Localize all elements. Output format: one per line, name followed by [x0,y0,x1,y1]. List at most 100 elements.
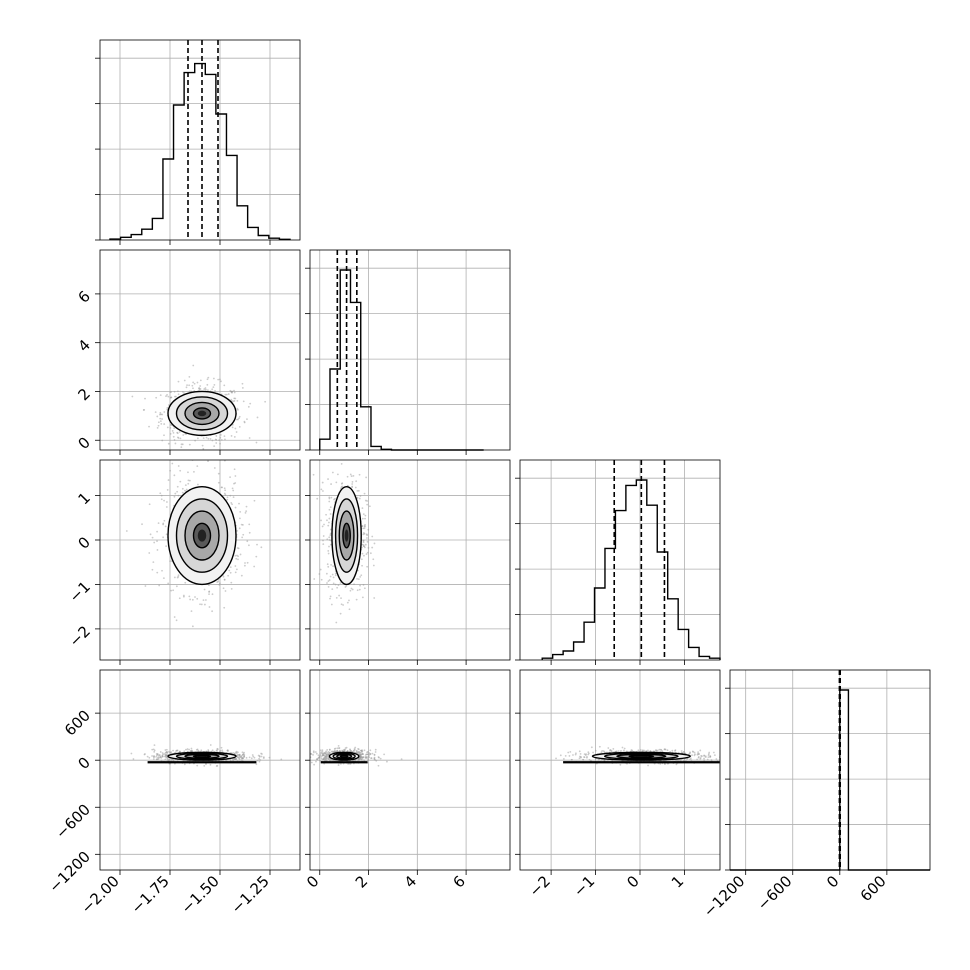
scatter-point [188,375,191,378]
scatter-point [707,756,710,759]
scatter-point [361,525,364,528]
scatter-point [326,582,328,584]
scatter-point [358,497,361,500]
panel-grid [745,670,888,870]
scatter-point [366,565,369,568]
scatter-point [322,539,324,542]
scatter-point [355,480,358,483]
scatter-point [167,395,170,398]
scatter-point [337,584,340,587]
scatter-point [173,616,176,618]
scatter-point [215,439,218,441]
scatter-point [156,415,159,418]
scatter-point [235,568,238,571]
scatter-point [664,763,666,766]
scatter-point [204,599,207,601]
scatter-point [583,756,585,758]
scatter-point [221,749,224,752]
scatter-point [647,749,649,752]
scatter-point [360,558,363,561]
contour-line [616,753,667,759]
density-panel-1-2 [312,456,376,624]
y-tick-label: −1 [66,578,94,606]
scatter-point [721,758,723,760]
panel-frame [99,459,301,661]
scatter-point [220,746,223,749]
scatter-point [354,746,357,749]
scatter-point [358,753,361,756]
y-tick-label: 2 [75,385,94,404]
scatter-point [327,478,329,480]
scatter-point [334,574,337,577]
density-panel-2-3 [555,745,723,767]
scatter-point [174,751,177,754]
scatter-point [336,473,339,476]
scatter-point [154,411,157,414]
contour-line [175,498,229,573]
scatter-point [361,596,364,599]
scatter-point [218,439,221,442]
scatter-point [341,482,344,485]
scatter-point [191,598,194,601]
scatter-point [232,759,235,762]
scatter-point [607,747,610,749]
scatter-point [218,583,221,586]
scatter-point [181,487,184,490]
scatter-point [680,750,683,752]
scatter-point [234,565,237,567]
scatter-point [125,530,128,532]
scatter-point [239,553,242,556]
scatter-point [177,393,180,396]
scatter-point [310,753,312,755]
scatter-point [156,426,159,429]
scatter-point [361,456,363,458]
scatter-point [379,757,382,760]
scatter-point [236,547,239,549]
scatter-point [238,527,241,530]
scatter-point [352,474,355,477]
scatter-point [317,756,320,759]
scatter-point [630,749,633,751]
scatter-point [345,746,348,749]
scatter-point [180,446,183,449]
scatter-point [233,436,236,438]
scatter-point [699,749,702,752]
scatter-point [155,396,158,399]
scatter-point [215,435,218,437]
scatter-point [165,545,168,548]
scatter-point [211,749,214,752]
scatter-point [230,435,233,437]
scatter-point [331,588,334,591]
scatter-point [712,751,715,754]
contour-line [332,752,356,760]
scatter-point [609,749,611,752]
scatter-point [329,532,332,535]
scatter-point [340,462,343,465]
scatter-point [325,759,328,762]
scatter-point [363,545,365,548]
scatter-point [345,585,348,587]
scatter-point [197,749,200,752]
scatter-point [189,598,192,601]
scatter-point [172,435,175,438]
scatter-point [321,750,324,753]
scatter-point [151,755,153,757]
scatter-point [179,480,182,483]
scatter-point [181,462,183,464]
scatter-point [159,751,162,753]
scatter-point [132,758,135,760]
scatter-point [165,395,167,398]
scatter-point [371,546,374,549]
scatter-point [325,751,328,754]
scatter-point [321,525,324,528]
scatter-point [224,393,227,396]
scatter-point [187,471,189,474]
scatter-point [141,523,143,526]
scatter-point [173,427,176,430]
scatter-point [166,407,169,409]
density-panel-0-1 [131,364,267,464]
scatter-point [363,587,366,590]
scatter-point [689,757,692,760]
scatter-point [208,593,210,596]
